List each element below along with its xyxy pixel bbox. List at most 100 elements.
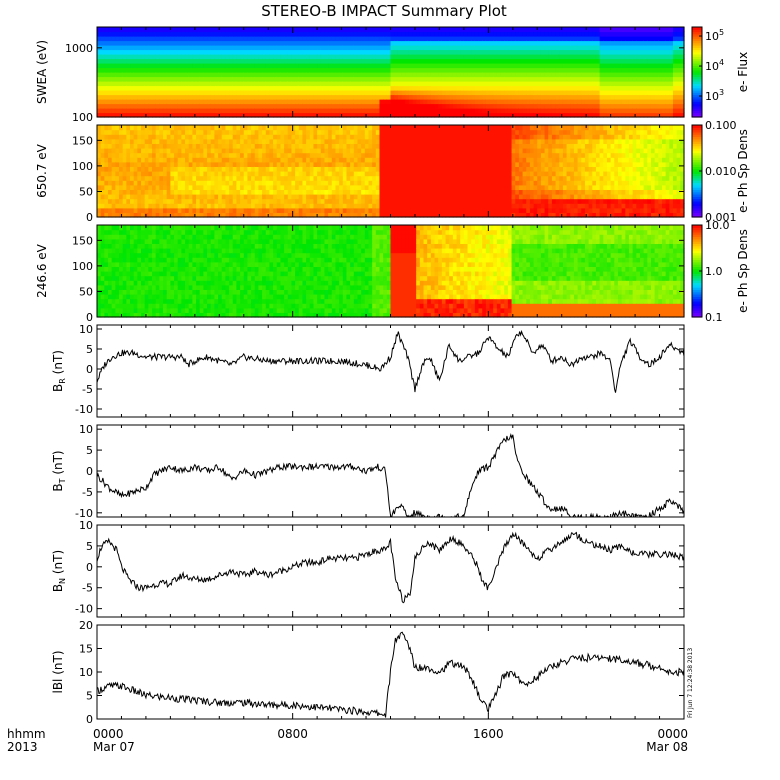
heatmap-cell xyxy=(405,40,410,46)
heatmap-cell xyxy=(313,198,318,204)
heatmap-cell xyxy=(97,99,102,105)
heatmap-cell xyxy=(185,27,190,33)
heatmap-cell xyxy=(262,212,267,218)
heatmap-cell xyxy=(522,58,527,64)
heatmap-cell xyxy=(460,90,465,96)
heatmap-cell xyxy=(603,72,608,78)
heatmap-cell xyxy=(133,45,138,51)
heatmap-cell xyxy=(471,67,476,73)
heatmap-cell xyxy=(408,90,414,96)
heatmap-cell xyxy=(273,194,278,200)
heatmap-cell xyxy=(130,198,135,204)
heatmap-cell xyxy=(383,99,388,105)
heatmap-cell xyxy=(522,85,527,91)
heatmap-cell xyxy=(126,27,131,33)
heatmap-cell xyxy=(533,67,538,73)
heatmap-cell xyxy=(229,171,234,177)
heatmap-cell xyxy=(423,76,428,82)
heatmap-cell xyxy=(207,40,212,46)
heatmap-cell xyxy=(361,99,366,105)
heatmap-cell xyxy=(225,125,230,131)
heatmap-cell xyxy=(471,45,476,51)
heatmap-cell xyxy=(504,90,509,96)
heatmap-cell xyxy=(500,94,505,100)
heatmap-cell xyxy=(390,112,395,118)
heatmap-cell xyxy=(669,90,674,96)
heatmap-cell xyxy=(533,99,538,105)
heatmap-cell xyxy=(570,85,575,91)
heatmap-cell xyxy=(196,207,201,213)
heatmap-cell xyxy=(152,134,157,140)
heatmap-cell xyxy=(493,112,498,118)
heatmap-cell xyxy=(562,112,568,118)
heatmap-cell xyxy=(137,184,142,190)
heatmap-cell xyxy=(196,85,201,91)
heatmap-cell xyxy=(394,180,399,186)
heatmap-cell xyxy=(419,76,425,82)
heatmap-cell xyxy=(658,108,663,114)
heatmap-cell xyxy=(104,99,109,105)
heatmap-cell xyxy=(298,85,304,91)
heatmap-cell xyxy=(445,36,450,42)
heatmap-cell xyxy=(284,108,289,114)
heatmap-cell xyxy=(309,184,315,190)
heatmap-cell xyxy=(317,138,322,144)
heatmap-cell xyxy=(555,94,560,100)
heatmap-cell xyxy=(357,85,362,91)
heatmap-cell xyxy=(573,27,579,33)
heatmap-cell xyxy=(639,94,645,100)
heatmap-cell xyxy=(298,103,304,109)
heatmap-cell xyxy=(144,148,149,154)
heatmap-cell xyxy=(570,112,575,118)
heatmap-cell xyxy=(133,54,138,60)
heatmap-cell xyxy=(405,45,410,51)
heatmap-cell xyxy=(170,203,175,209)
heatmap-cell xyxy=(386,212,392,218)
heatmap-cell xyxy=(291,134,296,140)
heatmap-cell xyxy=(122,143,127,149)
heatmap-cell xyxy=(185,31,190,37)
heatmap-cell xyxy=(225,36,230,42)
heatmap-cell xyxy=(111,85,116,91)
heatmap-cell xyxy=(276,203,282,209)
heatmap-cell xyxy=(192,129,197,135)
heatmap-cell xyxy=(548,81,553,87)
heatmap-cell xyxy=(199,157,204,163)
heatmap-cell xyxy=(614,99,619,105)
heatmap-cell xyxy=(284,112,289,118)
heatmap-cell xyxy=(122,85,127,91)
heatmap-cell xyxy=(335,85,340,91)
heatmap-cell xyxy=(243,112,249,118)
heatmap-cell xyxy=(159,108,164,114)
heatmap-cell xyxy=(342,103,348,109)
heatmap-cell xyxy=(672,45,678,51)
heatmap-cell xyxy=(287,161,293,167)
heatmap-cell xyxy=(346,99,351,105)
heatmap-cell xyxy=(269,207,274,213)
heatmap-cell xyxy=(650,40,656,46)
heatmap-cell xyxy=(412,45,417,51)
heatmap-cell xyxy=(350,171,355,177)
heatmap-cell xyxy=(573,90,579,96)
heatmap-cell xyxy=(313,148,318,154)
heatmap-cell xyxy=(295,99,300,105)
heatmap-cell xyxy=(573,72,579,78)
heatmap-cell xyxy=(236,189,241,195)
heatmap-cell xyxy=(137,90,142,96)
heatmap-cell xyxy=(254,194,260,200)
heatmap-cell xyxy=(170,54,175,60)
heatmap-cell xyxy=(163,148,168,154)
heatmap-cell xyxy=(309,27,315,33)
heatmap-cell xyxy=(599,112,604,118)
heatmap-cell xyxy=(566,36,571,42)
heatmap-cell xyxy=(225,94,230,100)
heatmap-cell xyxy=(122,134,127,140)
heatmap-cell xyxy=(581,63,586,69)
heatmap-cell xyxy=(555,45,560,51)
heatmap-cell xyxy=(566,76,571,82)
heatmap-cell xyxy=(397,112,403,118)
heatmap-cell xyxy=(570,45,575,51)
heatmap-cell xyxy=(295,72,300,78)
heatmap-cell xyxy=(335,90,340,96)
